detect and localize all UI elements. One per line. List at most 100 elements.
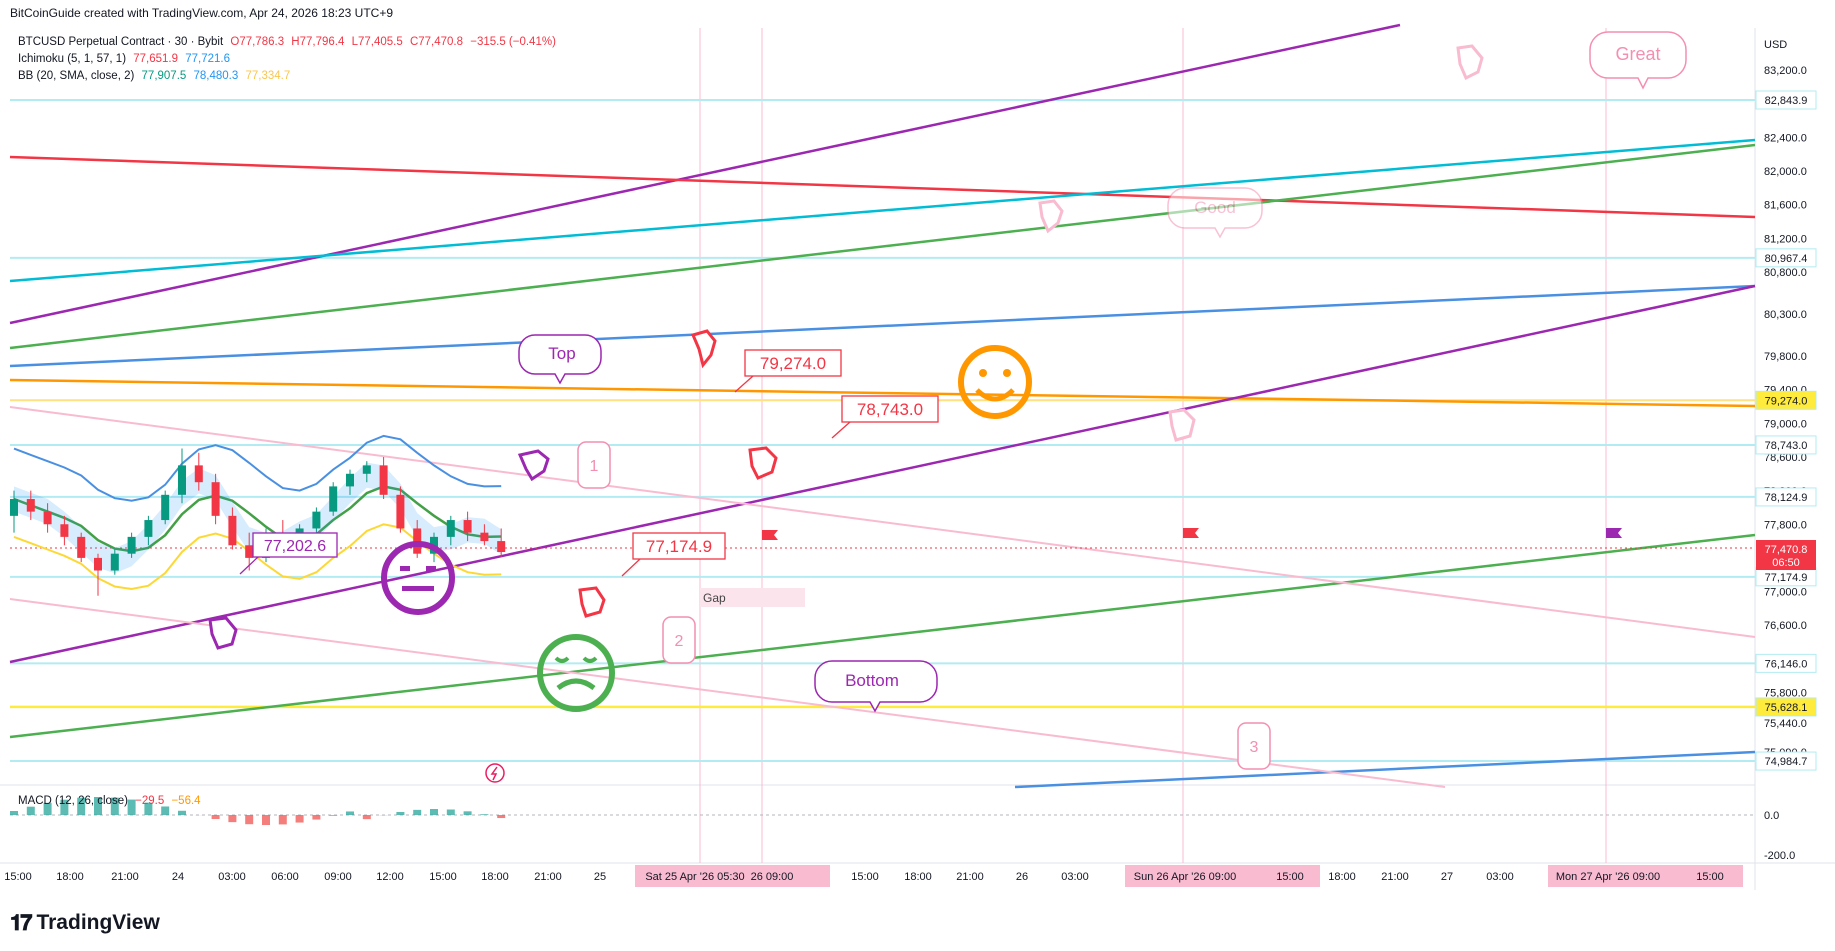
level-tag bbox=[1755, 90, 1817, 110]
macd-bar bbox=[161, 806, 170, 815]
last-price-countdown: 06:50 bbox=[1772, 557, 1800, 569]
level-tag bbox=[1755, 487, 1817, 507]
candle-body bbox=[194, 465, 203, 483]
level-tag-label: 82,843.9 bbox=[1765, 95, 1808, 107]
bb-upper bbox=[13, 434, 502, 502]
time-tick-label: 15:00 bbox=[1696, 871, 1724, 883]
last-price-value: 77,470.8 bbox=[1765, 544, 1808, 556]
time-tick-label: 03:00 bbox=[1061, 871, 1089, 883]
price-tick-label: 80,300.0 bbox=[1764, 309, 1807, 321]
candle-body bbox=[211, 482, 220, 516]
candle-body bbox=[362, 465, 371, 474]
legend-main: BTCUSD Perpetual Contract · 30 · Bybit O… bbox=[18, 34, 556, 51]
flag-icon bbox=[762, 528, 1622, 540]
candle-body bbox=[312, 511, 321, 529]
level-tag bbox=[1755, 653, 1817, 673]
symbol-label: BTCUSD Perpetual Contract · 30 · Bybit bbox=[18, 36, 224, 48]
macd-bar bbox=[178, 810, 186, 815]
callout-top-label: Top bbox=[548, 344, 575, 363]
time-tick-label: Sat 25 Apr '26 05:30 bbox=[645, 871, 744, 883]
time-tick-label: 25 bbox=[594, 871, 606, 883]
time-tick-label: 03:00 bbox=[218, 871, 246, 883]
trendline-blue-upper bbox=[9, 284, 1756, 368]
price-tick-label: 79,800.0 bbox=[1764, 351, 1807, 363]
time-tick-label: 18:00 bbox=[481, 871, 509, 883]
time-tick-label: 26 09:00 bbox=[751, 871, 794, 883]
svg-text:78,743.0: 78,743.0 bbox=[857, 400, 923, 419]
bb-basis bbox=[13, 485, 502, 553]
macd-legend: MACD (12, 26, close) −29.5 −56.4 bbox=[18, 795, 201, 807]
chart-header: BitCoinGuide created with TradingView.co… bbox=[10, 6, 393, 20]
candle-body bbox=[446, 520, 455, 537]
trendline-pink-lower bbox=[9, 598, 1446, 788]
callout-good: Good bbox=[1167, 187, 1263, 239]
price-tick-label: 78,600.0 bbox=[1764, 452, 1807, 464]
price-tick-label: 76,600.0 bbox=[1764, 620, 1807, 632]
currency-label: USD bbox=[1764, 39, 1787, 51]
callout-bottom: Bottom bbox=[814, 660, 938, 713]
ohlc-high: H77,796.4 bbox=[291, 36, 345, 48]
candle-body bbox=[245, 545, 254, 558]
trendline-purple-upper bbox=[9, 23, 1401, 325]
candle-body bbox=[60, 524, 69, 537]
time-tick-label: 03:00 bbox=[1486, 871, 1514, 883]
svg-text:77,202.6: 77,202.6 bbox=[264, 538, 326, 555]
candle-body bbox=[10, 499, 18, 516]
macd-bar bbox=[110, 797, 119, 815]
time-tick-label: 06:00 bbox=[271, 871, 299, 883]
legend: BTCUSD Perpetual Contract · 30 · Bybit O… bbox=[18, 34, 556, 85]
svg-text:Bottom: Bottom bbox=[845, 671, 899, 690]
level-tag-label: 76,146.0 bbox=[1765, 658, 1808, 670]
candle-body bbox=[480, 532, 489, 542]
svg-text:1: 1 bbox=[590, 458, 599, 475]
level-tag-label: 77,174.9 bbox=[1765, 572, 1808, 584]
macd-axis: 0.0 -200.0 bbox=[1764, 810, 1795, 862]
candle-body bbox=[77, 536, 86, 558]
price-tick-label: 82,000.0 bbox=[1764, 166, 1807, 178]
time-tick-label: 15:00 bbox=[4, 871, 32, 883]
legend-bb: BB (20, SMA, close, 2) 77,907.5 78,480.3… bbox=[18, 70, 291, 82]
trendline-green-upper bbox=[9, 143, 1756, 350]
time-tick-label: 21:00 bbox=[534, 871, 562, 883]
time-tick-label: 21:00 bbox=[111, 871, 139, 883]
time-tick-label: 12:00 bbox=[376, 871, 404, 883]
svg-text:Gap: Gap bbox=[703, 591, 726, 605]
macd-bar bbox=[295, 815, 304, 823]
candle-body bbox=[94, 557, 102, 571]
time-tick-label: 27 bbox=[1441, 871, 1453, 883]
price-axis: 83,200.0 82,400.0 82,000.0 81,600.0 81,200.0… bbox=[1755, 65, 1817, 771]
macd-bar bbox=[430, 809, 438, 815]
time-tick-label: 18:00 bbox=[904, 871, 932, 883]
candle-body bbox=[127, 536, 136, 554]
price-tick-label: 75,800.0 bbox=[1764, 687, 1807, 699]
callout-79274: 79,274.0 bbox=[734, 349, 842, 393]
macd-bar bbox=[94, 797, 102, 815]
time-tick-label: 21:00 bbox=[956, 871, 984, 883]
level-tag-label: 75,628.1 bbox=[1765, 702, 1808, 714]
label-2: 2 bbox=[662, 616, 696, 664]
tv-logo-icon: 𝟏𝟕 bbox=[10, 910, 33, 935]
macd-bar bbox=[10, 811, 18, 815]
macd-bar bbox=[312, 815, 321, 820]
price-tick-label: 81,600.0 bbox=[1764, 200, 1807, 212]
level-tag bbox=[1755, 435, 1817, 455]
level-tag-label: 78,124.9 bbox=[1765, 492, 1808, 504]
candle-body bbox=[161, 494, 170, 521]
macd-histogram bbox=[10, 797, 506, 825]
level-tag bbox=[1755, 697, 1817, 717]
candle-body bbox=[144, 520, 153, 537]
macd-bar bbox=[329, 815, 338, 816]
macd-bar bbox=[228, 815, 237, 823]
price-tick-label: 81,200.0 bbox=[1764, 233, 1807, 245]
time-tick-label: 21:00 bbox=[1381, 871, 1409, 883]
time-tick-label: Sun 26 Apr '26 09:00 bbox=[1134, 871, 1236, 883]
level-tag bbox=[1755, 248, 1817, 268]
time-tick-label: 18:00 bbox=[56, 871, 84, 883]
smiley-sad-icon bbox=[537, 634, 615, 712]
ichimoku-cloud bbox=[14, 462, 502, 574]
price-tick-label: 75,440.0 bbox=[1764, 718, 1807, 730]
ohlc-close: C77,470.8 bbox=[409, 36, 464, 48]
time-highlight bbox=[635, 865, 830, 887]
macd-bar bbox=[43, 802, 52, 815]
